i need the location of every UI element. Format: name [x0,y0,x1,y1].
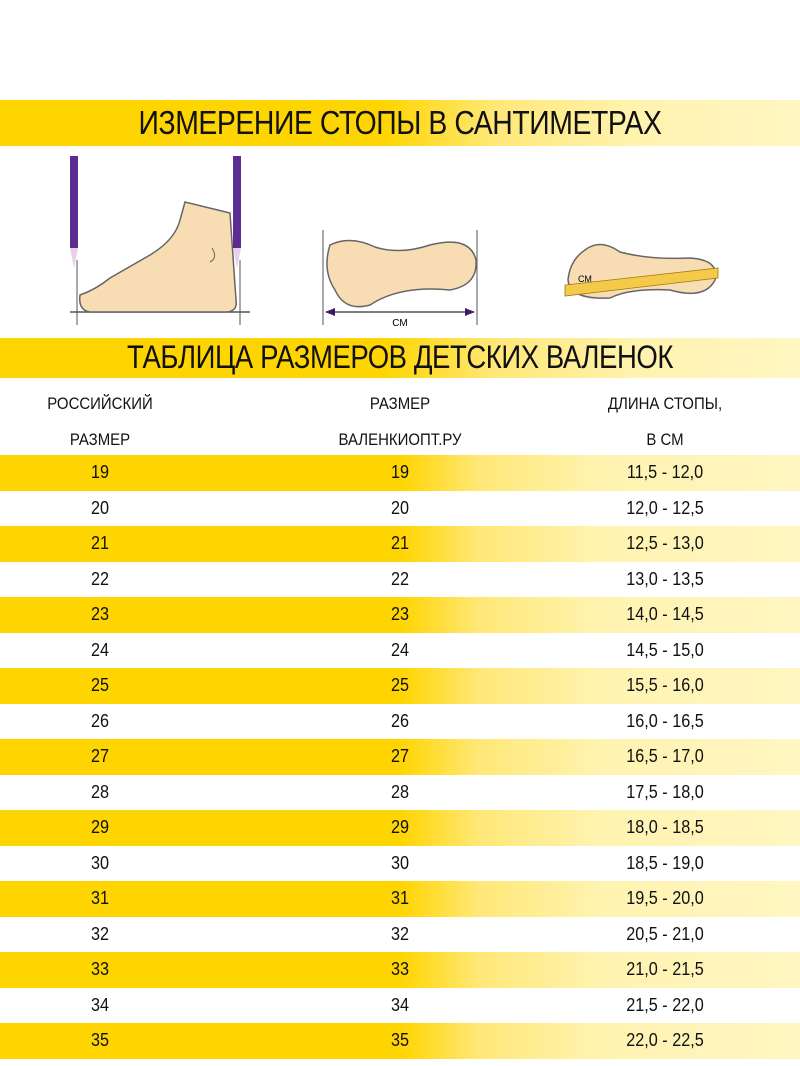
russian-size-cell: 34 [90,994,110,1015]
pencil-icon [233,156,241,268]
table-row: 26 26 16,0 - 16,5 [0,704,800,740]
table-row: 31 31 19,5 - 20,0 [0,881,800,917]
ruler-unit-label: СМ [578,274,592,284]
shop-size-cell: 31 [390,888,410,908]
table-row: 22 22 13,0 - 13,5 [0,562,800,598]
shop-size-cell: 33 [390,959,410,979]
table-row: 28 28 17,5 - 18,0 [0,775,800,811]
russian-size-cell: 28 [90,781,110,802]
column-header-line: ВАЛЕНКИОПТ.РУ [338,430,462,449]
table-row: 23 23 14,0 - 14,5 [0,597,800,633]
column-header-line: РАЗМЕР [69,430,131,449]
shop-size-cell: 25 [390,675,410,695]
column-header-foot-length: ДЛИНА СТОПЫ, В СМ [577,386,753,458]
russian-size-cell: 35 [90,1030,110,1050]
footprint-icon: СМ [322,230,478,329]
shop-size-cell: 27 [390,746,410,766]
column-header-line: РОССИЙСКИЙ [47,394,153,413]
russian-size-cell: 21 [90,533,110,553]
foot-measurement-illustration: СМ СМ [70,156,719,329]
russian-size-cell: 20 [90,497,110,518]
shop-size-cell: 29 [390,817,410,837]
table-row: 25 25 15,5 - 16,0 [0,668,800,704]
column-header-shop-size: РАЗМЕР ВАЛЕНКИОПТ.РУ [312,386,488,458]
foot-length-cell: 12,5 - 13,0 [626,533,704,553]
shop-size-cell: 22 [390,568,410,589]
shop-size-cell: 24 [390,639,410,660]
table-header-band: ТАБЛИЦА РАЗМЕРОВ ДЕТСКИХ ВАЛЕНОК [0,338,800,378]
russian-size-cell: 32 [90,923,110,944]
foot-length-cell: 18,5 - 19,0 [626,852,704,873]
shop-size-cell: 19 [390,462,410,482]
table-row: 35 35 22,0 - 22,5 [0,1023,800,1059]
foot-length-cell: 19,5 - 20,0 [626,888,704,908]
side-foot-icon [70,201,250,325]
foot-length-cell: 11,5 - 12,0 [626,462,704,482]
column-header-line: ДЛИНА СТОПЫ, [607,394,723,413]
russian-size-cell: 30 [90,852,110,873]
pencil-icon [70,156,78,268]
foot-length-cell: 18,0 - 18,5 [626,817,704,837]
russian-size-cell: 27 [90,746,110,766]
foot-length-cell: 20,5 - 21,0 [626,923,704,944]
footprint-unit-label: СМ [392,318,407,329]
shop-size-cell: 35 [390,1030,410,1050]
table-row: 32 32 20,5 - 21,0 [0,917,800,953]
foot-length-cell: 15,5 - 16,0 [626,675,704,695]
table-row: 33 33 21,0 - 21,5 [0,952,800,988]
column-header-russian-size: РОССИЙСКИЙ РАЗМЕР [12,386,188,458]
foot-length-cell: 21,0 - 21,5 [626,959,704,979]
table-row: 27 27 16,5 - 17,0 [0,739,800,775]
table-row: 29 29 18,0 - 18,5 [0,810,800,846]
shop-size-cell: 28 [390,781,410,802]
russian-size-cell: 24 [90,639,110,660]
column-header-line: В СМ [646,430,684,449]
foot-length-cell: 13,0 - 13,5 [626,568,704,589]
russian-size-cell: 33 [90,959,110,979]
table-row: 21 21 12,5 - 13,0 [0,526,800,562]
shop-size-cell: 23 [390,604,410,624]
russian-size-cell: 26 [90,710,110,731]
shop-size-cell: 26 [390,710,410,731]
russian-size-cell: 23 [90,604,110,624]
measure-header-band: ИЗМЕРЕНИЕ СТОПЫ В САНТИМЕТРАХ [0,100,800,146]
russian-size-cell: 25 [90,675,110,695]
foot-length-cell: 12,0 - 12,5 [626,497,704,518]
russian-size-cell: 19 [90,462,110,482]
table-row: 24 24 14,5 - 15,0 [0,633,800,669]
shop-size-cell: 30 [390,852,410,873]
table-row: 19 19 11,5 - 12,0 [0,455,800,491]
shop-size-cell: 34 [390,994,410,1015]
table-row: 34 34 21,5 - 22,0 [0,988,800,1024]
foot-length-cell: 14,0 - 14,5 [626,604,704,624]
russian-size-cell: 29 [90,817,110,837]
foot-length-cell: 16,0 - 16,5 [626,710,704,731]
shop-size-cell: 21 [390,533,410,553]
shop-size-cell: 20 [390,497,410,518]
shop-size-cell: 32 [390,923,410,944]
ruler-foot-icon: СМ [564,243,719,299]
foot-length-cell: 17,5 - 18,0 [626,781,704,802]
russian-size-cell: 22 [90,568,110,589]
foot-length-cell: 21,5 - 22,0 [626,994,704,1015]
column-header-line: РАЗМЕР [369,394,431,413]
table-row: 20 20 12,0 - 12,5 [0,491,800,527]
foot-length-cell: 14,5 - 15,0 [626,639,704,660]
foot-length-cell: 22,0 - 22,5 [626,1030,704,1050]
table-title: ТАБЛИЦА РАЗМЕРОВ ДЕТСКИХ ВАЛЕНОК [127,339,673,375]
russian-size-cell: 31 [90,888,110,908]
foot-length-cell: 16,5 - 17,0 [626,746,704,766]
table-row: 30 30 18,5 - 19,0 [0,846,800,882]
measure-title: ИЗМЕРЕНИЕ СТОПЫ В САНТИМЕТРАХ [138,104,662,141]
